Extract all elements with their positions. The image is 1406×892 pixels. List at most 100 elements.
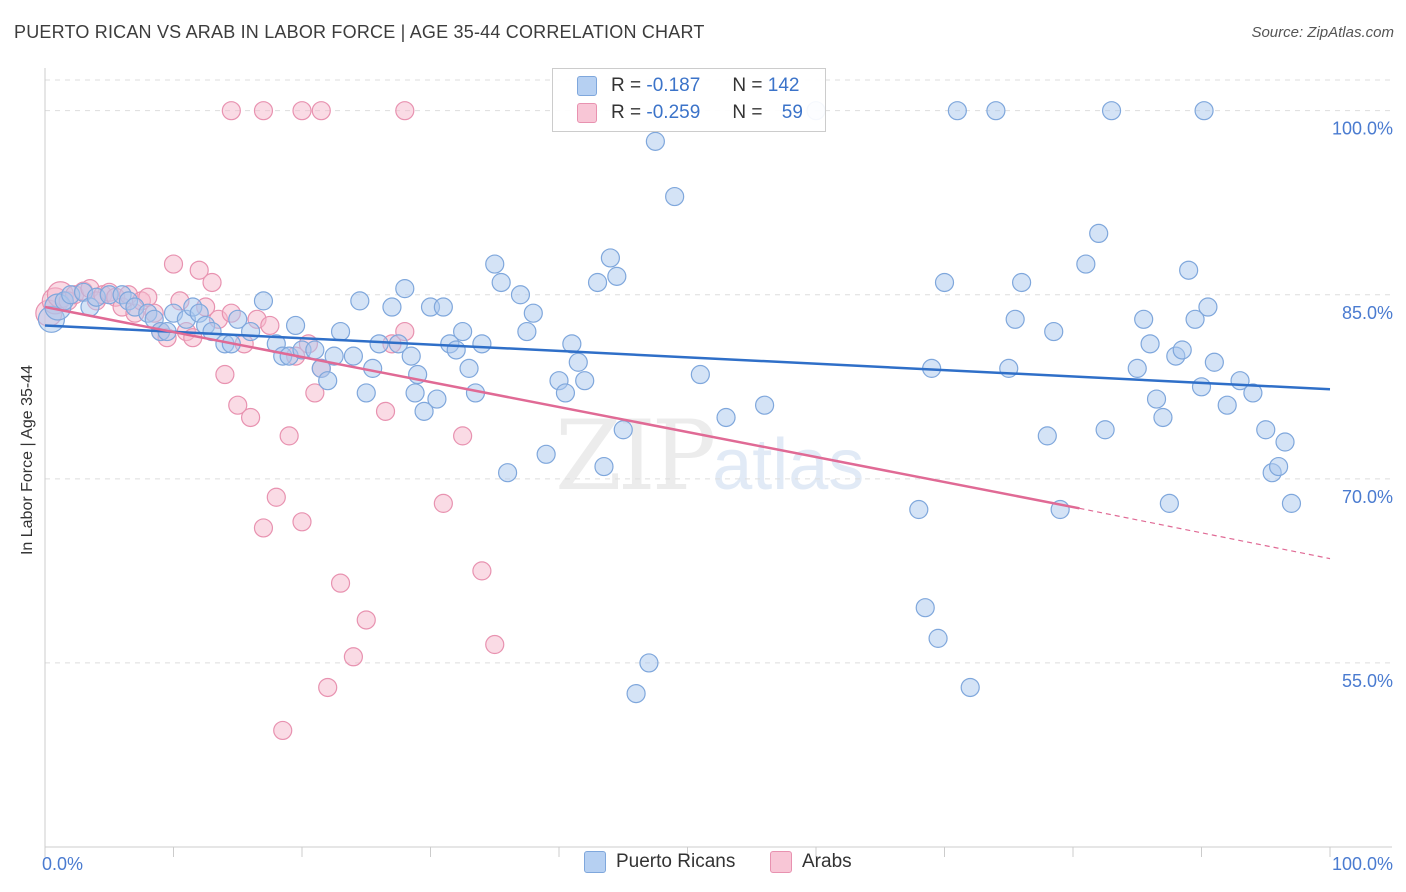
- puerto-rican-point: [915, 598, 935, 618]
- chart-title: PUERTO RICAN VS ARAB IN LABOR FORCE | AG…: [14, 22, 705, 42]
- puerto-rican-point: [928, 628, 948, 648]
- puerto-rican-point: [1089, 223, 1109, 243]
- puerto-rican-point: [523, 303, 543, 323]
- legend-item-puerto-ricans: Puerto Ricans: [584, 851, 735, 873]
- n-label: N =: [732, 102, 763, 123]
- puerto-rican-point: [639, 653, 659, 673]
- arab-point: [292, 512, 312, 532]
- arab-point: [375, 401, 396, 421]
- pink-swatch: [770, 851, 792, 873]
- puerto-rican-point: [414, 401, 434, 421]
- puerto-rican-point: [472, 334, 492, 354]
- arab-point: [221, 101, 241, 121]
- arab-point: [253, 518, 274, 538]
- r-value: -0.187: [646, 75, 701, 96]
- arab-point: [273, 720, 293, 741]
- puerto-rican-point: [498, 463, 518, 483]
- puerto-rican-point: [369, 334, 389, 354]
- puerto-rican-point: [909, 499, 929, 520]
- arab-point: [202, 272, 222, 293]
- arab-point: [433, 493, 453, 513]
- arab-point: [215, 364, 235, 385]
- puerto-rican-points: [37, 101, 1302, 704]
- puerto-rican-point: [485, 254, 505, 274]
- arab-point: [472, 561, 492, 581]
- puerto-rican-point: [510, 285, 531, 305]
- puerto-rican-point: [645, 131, 665, 151]
- trend-lines: [44, 305, 1331, 560]
- n-value: 59: [781, 102, 803, 123]
- blue-swatch: [584, 851, 606, 873]
- puerto-rican-point: [1191, 377, 1212, 397]
- arab-point: [343, 647, 363, 667]
- puerto-rican-point: [1146, 389, 1167, 409]
- puerto-rican-point: [613, 420, 633, 440]
- puerto-rican-point: [1268, 456, 1289, 477]
- source-credit: Source: ZipAtlas.com: [1251, 24, 1394, 41]
- puerto-rican-point: [536, 444, 556, 464]
- puerto-rican-point: [1134, 309, 1154, 329]
- puerto-rican-point: [1140, 334, 1160, 354]
- puerto-rican-point: [241, 321, 261, 342]
- arab-point: [292, 101, 312, 121]
- arab-point: [330, 573, 351, 593]
- arab-point: [253, 101, 274, 121]
- legend-label: Arabs: [802, 851, 852, 872]
- stats-legend: R = -0.187 N = 142 R = -0.259 N = 59: [552, 68, 826, 132]
- arab-point: [266, 487, 286, 507]
- puerto-rican-point: [405, 383, 425, 403]
- arab-point: [189, 260, 209, 280]
- puerto-rican-point: [1256, 420, 1276, 440]
- puerto-rican-point: [324, 346, 344, 366]
- puerto-rican-point: [453, 321, 473, 342]
- puerto-rican-point: [446, 340, 466, 360]
- puerto-rican-point: [401, 346, 421, 366]
- puerto-rican-point: [690, 364, 710, 385]
- puerto-rican-point: [555, 383, 576, 403]
- puerto-rican-point: [1243, 383, 1263, 403]
- y-tick-label: 85.0%: [1342, 303, 1393, 323]
- puerto-rican-point: [1204, 352, 1224, 372]
- puerto-rican-point: [947, 101, 967, 121]
- n-value: 142: [767, 75, 800, 96]
- puerto-rican-point: [1172, 340, 1192, 360]
- puerto-rican-point: [1179, 260, 1199, 280]
- puerto-rican-point: [305, 340, 325, 360]
- puerto-rican-point: [228, 309, 248, 329]
- gridlines: [45, 79, 1390, 664]
- series-legend: Puerto Ricans Arabs: [0, 851, 1406, 879]
- puerto-rican-point: [491, 272, 511, 293]
- arab-point: [453, 426, 473, 446]
- arab-trend-line: [44, 305, 1080, 510]
- legend-label: Puerto Ricans: [616, 851, 736, 872]
- watermark: ZIPatlas: [555, 400, 864, 512]
- arab-point: [228, 395, 248, 415]
- r-label: R =: [611, 102, 642, 123]
- watermark-zip: ZIP: [555, 400, 716, 512]
- puerto-rican-point: [1011, 272, 1032, 293]
- puerto-rican-point: [330, 321, 351, 342]
- puerto-rican-point: [459, 358, 479, 378]
- puerto-rican-point: [665, 186, 685, 207]
- puerto-rican-point: [1005, 309, 1025, 329]
- puerto-rican-point: [517, 321, 537, 342]
- puerto-rican-point: [382, 297, 402, 317]
- arab-point: [311, 101, 331, 121]
- puerto-rican-point: [1217, 395, 1237, 415]
- watermark-atlas: atlas: [712, 425, 865, 505]
- puerto-rican-point: [433, 297, 453, 317]
- puerto-rican-point: [1159, 493, 1179, 513]
- puerto-rican-point: [343, 346, 363, 366]
- arab-points: [35, 101, 505, 741]
- puerto-rican-point: [716, 407, 736, 428]
- puerto-rican-point: [395, 279, 415, 299]
- puerto-rican-point: [1127, 358, 1147, 378]
- puerto-rican-point: [607, 266, 627, 286]
- puerto-rican-point: [986, 101, 1006, 121]
- y-tick-label: 55.0%: [1342, 671, 1393, 691]
- arab-point: [395, 101, 415, 121]
- arab-point: [260, 315, 280, 336]
- puerto-rican-point: [960, 677, 980, 698]
- puerto-rican-point: [427, 389, 447, 409]
